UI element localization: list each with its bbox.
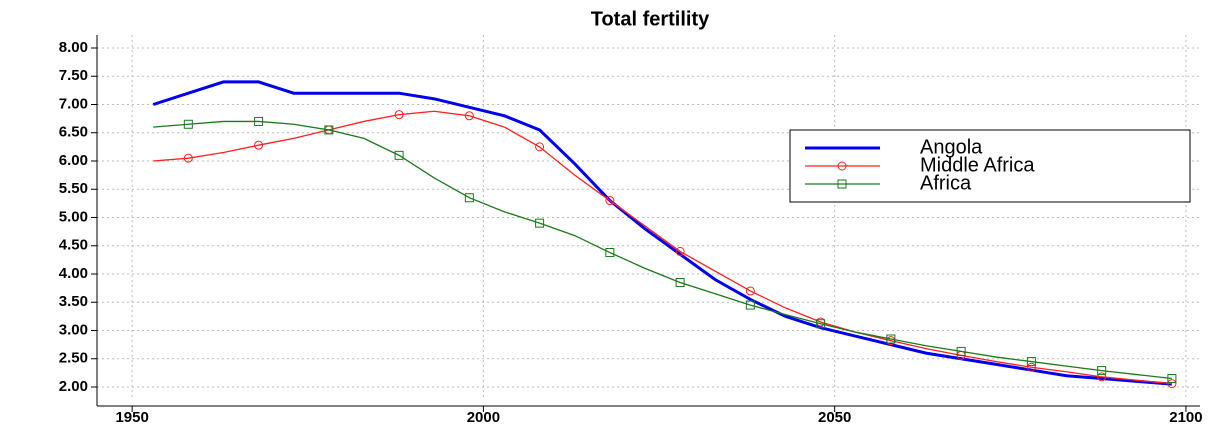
- marker: [675, 277, 685, 287]
- y-tick-label: 6.50: [59, 124, 88, 141]
- marker: [1026, 362, 1036, 372]
- y-tick-label: 7.50: [59, 67, 88, 84]
- marker: [183, 153, 193, 163]
- series-line: [153, 120, 1172, 380]
- marker: [1097, 366, 1107, 376]
- y-tick-label: 3.00: [59, 321, 88, 338]
- marker: [1167, 374, 1177, 384]
- y-tick-label: 6.00: [59, 152, 88, 169]
- marker: [837, 179, 847, 189]
- x-tick-label: 2000: [467, 409, 500, 426]
- y-tick-label: 2.00: [59, 378, 88, 395]
- marker: [254, 116, 264, 126]
- marker: [464, 111, 474, 121]
- y-tick-label: 8.00: [59, 39, 88, 56]
- y-tick-label: 5.00: [59, 208, 88, 225]
- marker: [254, 140, 264, 150]
- marker: [745, 286, 755, 296]
- y-tick-label: 4.50: [59, 237, 88, 254]
- marker: [816, 319, 826, 329]
- y-tick-label: 4.00: [59, 265, 88, 282]
- y-tick-label: 2.50: [59, 350, 88, 367]
- marker: [605, 248, 615, 258]
- y-tick-label: 7.00: [59, 95, 88, 112]
- legend-label: Angola: [920, 136, 983, 158]
- legend-label: Middle Africa: [920, 154, 1035, 176]
- series-line: [152, 80, 1173, 386]
- marker: [956, 346, 966, 356]
- x-tick-label: 2100: [1169, 409, 1202, 426]
- y-tick-label: 5.50: [59, 180, 88, 197]
- marker: [1167, 379, 1177, 389]
- marker: [837, 161, 847, 171]
- marker: [464, 193, 474, 203]
- marker: [535, 142, 545, 152]
- x-tick-label: 2050: [818, 409, 851, 426]
- series-line: [153, 110, 1172, 385]
- y-tick-label: 3.50: [59, 293, 88, 310]
- marker: [745, 300, 755, 310]
- marker: [605, 196, 615, 206]
- marker: [324, 125, 334, 135]
- marker: [535, 218, 545, 228]
- marker: [886, 334, 896, 344]
- marker: [1026, 357, 1036, 367]
- marker: [394, 150, 404, 160]
- marker: [183, 119, 193, 129]
- legend-label: Africa: [920, 172, 972, 194]
- marker: [1097, 372, 1107, 382]
- marker: [394, 110, 404, 120]
- chart-title: Total fertility: [591, 8, 710, 30]
- marker: [675, 246, 685, 256]
- x-tick-label: 1950: [115, 409, 148, 426]
